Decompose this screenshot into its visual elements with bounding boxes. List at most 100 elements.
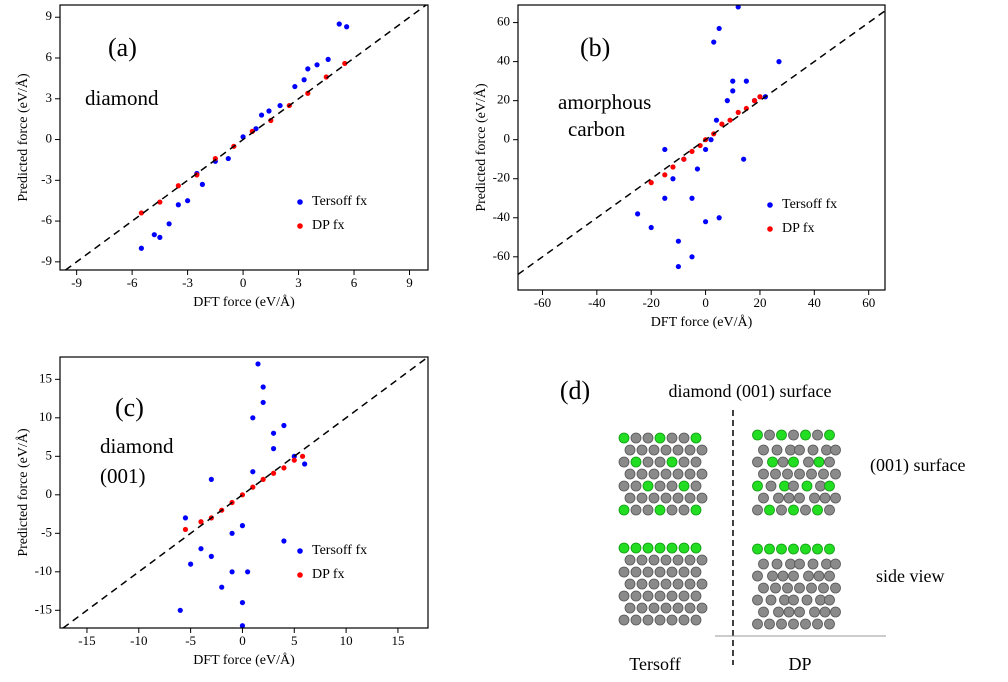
- atom: [618, 542, 630, 554]
- atom: [765, 480, 777, 492]
- atom: [690, 566, 702, 578]
- point: [239, 523, 246, 529]
- legend-marker: [297, 572, 303, 578]
- y-tick-label: 20: [497, 92, 510, 107]
- atom: [672, 492, 684, 504]
- atom: [696, 554, 708, 566]
- atom: [654, 542, 666, 554]
- atom: [618, 456, 630, 468]
- atom: [684, 492, 696, 504]
- x-axis-label: DFT force (eV/Å): [193, 652, 295, 668]
- point: [702, 146, 709, 153]
- atom: [788, 543, 799, 555]
- atom: [636, 554, 648, 566]
- atom: [648, 492, 660, 504]
- point: [689, 254, 695, 260]
- point: [702, 219, 709, 225]
- point: [166, 221, 172, 227]
- atom: [630, 566, 642, 578]
- atom: [672, 578, 684, 590]
- legend-label: DP fx: [312, 218, 345, 233]
- atom: [770, 468, 781, 480]
- legend-marker: [297, 199, 303, 205]
- point: [219, 584, 225, 590]
- x-tick-label: 0: [240, 275, 247, 290]
- atom: [824, 543, 835, 555]
- x-tick-label: 20: [753, 295, 766, 310]
- point: [675, 263, 681, 270]
- point: [157, 234, 163, 240]
- point: [253, 126, 259, 132]
- x-axis-label: DFT force (eV/Å): [193, 294, 295, 310]
- atom: [777, 570, 789, 582]
- point: [757, 94, 763, 100]
- atom: [813, 456, 825, 468]
- legend-marker: [767, 202, 773, 208]
- atom: [764, 543, 775, 555]
- atom: [830, 582, 841, 594]
- point: [281, 422, 287, 429]
- point: [735, 109, 741, 115]
- legend-label: DP fx: [312, 567, 345, 582]
- y-tick-label: 0: [46, 131, 53, 146]
- annotation: (b): [580, 33, 610, 62]
- atom: [690, 590, 702, 602]
- annotation: (001): [100, 464, 146, 488]
- point: [302, 461, 308, 467]
- atom: [758, 444, 769, 456]
- atom: [809, 606, 820, 618]
- point: [711, 39, 717, 45]
- x-tick-label: -15: [78, 633, 95, 648]
- point: [291, 457, 297, 463]
- atom: [824, 456, 835, 468]
- point: [776, 59, 782, 65]
- atom: [758, 582, 769, 594]
- atom: [800, 618, 811, 630]
- point: [208, 476, 214, 483]
- atom: [758, 468, 769, 480]
- atom: [660, 444, 672, 456]
- annotation: (c): [115, 393, 144, 422]
- atom: [818, 582, 829, 594]
- panel-d: (d) diamond (001) surface (001) surface …: [560, 376, 966, 674]
- atom: [624, 554, 636, 566]
- point: [138, 245, 144, 251]
- atom: [807, 558, 819, 570]
- atom: [812, 618, 823, 630]
- atom: [779, 594, 790, 606]
- atom: [642, 456, 654, 468]
- atom: [752, 429, 763, 441]
- atom: [812, 429, 823, 441]
- atom: [788, 480, 799, 492]
- y-tick-label: 15: [39, 370, 52, 385]
- atom: [803, 570, 814, 582]
- point: [199, 181, 205, 187]
- atom: [630, 614, 642, 626]
- x-tick-label: 60: [862, 295, 875, 310]
- atom: [824, 618, 835, 630]
- reference-line: [518, 10, 885, 275]
- legend-label: DP fx: [782, 221, 815, 236]
- y-tick-label: 5: [46, 447, 53, 462]
- point: [270, 430, 277, 436]
- atom: [767, 456, 778, 468]
- y-axis-label: Predicted force (eV/Å): [473, 83, 489, 212]
- atom: [636, 492, 648, 504]
- point: [250, 469, 256, 475]
- atom: [648, 554, 660, 566]
- atom: [812, 504, 823, 516]
- atom: [785, 444, 796, 456]
- annotation: carbon: [568, 117, 626, 141]
- atom: [684, 468, 696, 480]
- atom: [678, 614, 690, 626]
- atom: [660, 554, 672, 566]
- legend-label: Tersoff fx: [312, 543, 367, 558]
- atom: [684, 554, 696, 566]
- row-label: side view: [876, 566, 944, 586]
- atom: [684, 578, 696, 590]
- atom: [654, 566, 666, 578]
- atom: [765, 594, 777, 606]
- point: [270, 446, 277, 452]
- atom: [779, 480, 790, 492]
- atom: [764, 429, 775, 441]
